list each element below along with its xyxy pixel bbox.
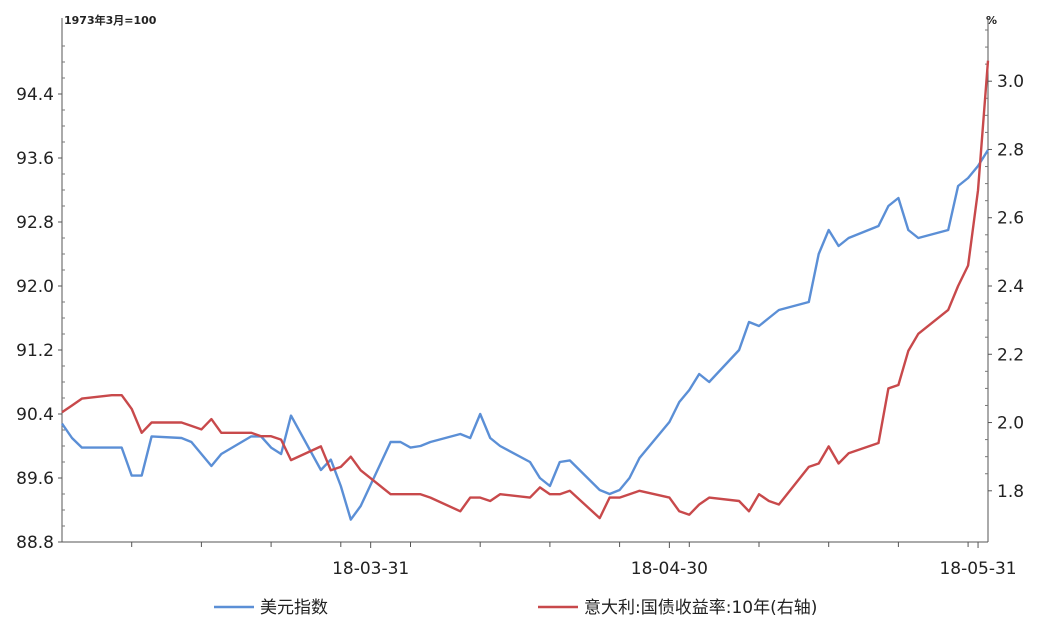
right-axis-unit: % [986, 14, 997, 27]
legend-label-1: 美元指数 [260, 598, 328, 618]
left-tick-label: 92.8 [16, 213, 54, 233]
right-tick-label: 2.8 [997, 140, 1024, 160]
series-line-2 [61, 60, 990, 520]
left-axis-unit: 1973年3月=100 [64, 13, 157, 27]
left-tick-label: 94.4 [16, 85, 54, 105]
left-tick-label: 93.6 [16, 149, 54, 169]
left-tick-label: 90.4 [16, 405, 54, 425]
plot-area [61, 60, 990, 521]
series-line-1 [61, 149, 990, 521]
right-tick-label: 3.0 [997, 72, 1024, 92]
x-tick-label: 18-04-30 [631, 559, 708, 579]
x-tick-label: 18-03-31 [332, 559, 409, 579]
right-tick-label: 2.0 [997, 414, 1024, 434]
left-tick-label: 88.8 [16, 533, 54, 553]
left-tick-label: 91.2 [16, 341, 54, 361]
legend-label-2: 意大利:国债收益率:10年(右轴) [584, 598, 817, 618]
right-tick-label: 2.6 [997, 209, 1024, 229]
legend: 美元指数 意大利:国债收益率:10年(右轴) [214, 598, 817, 618]
right-tick-label: 2.4 [997, 277, 1024, 297]
x-tick-label: 18-05-31 [939, 559, 1016, 579]
left-tick-label: 92.0 [16, 277, 54, 297]
axes: 88.8 89.6 90.4 91.2 92.0 92.8 93.6 94.4 1.8 2.0 2.… [16, 18, 1024, 579]
right-tick-label: 2.2 [997, 345, 1024, 365]
right-tick-label: 1.8 [997, 482, 1024, 502]
left-tick-label: 89.6 [16, 469, 54, 489]
